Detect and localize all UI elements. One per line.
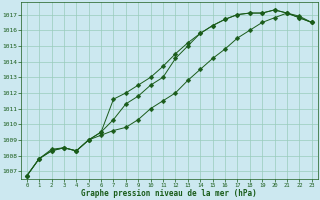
X-axis label: Graphe pression niveau de la mer (hPa): Graphe pression niveau de la mer (hPa) (81, 189, 257, 198)
